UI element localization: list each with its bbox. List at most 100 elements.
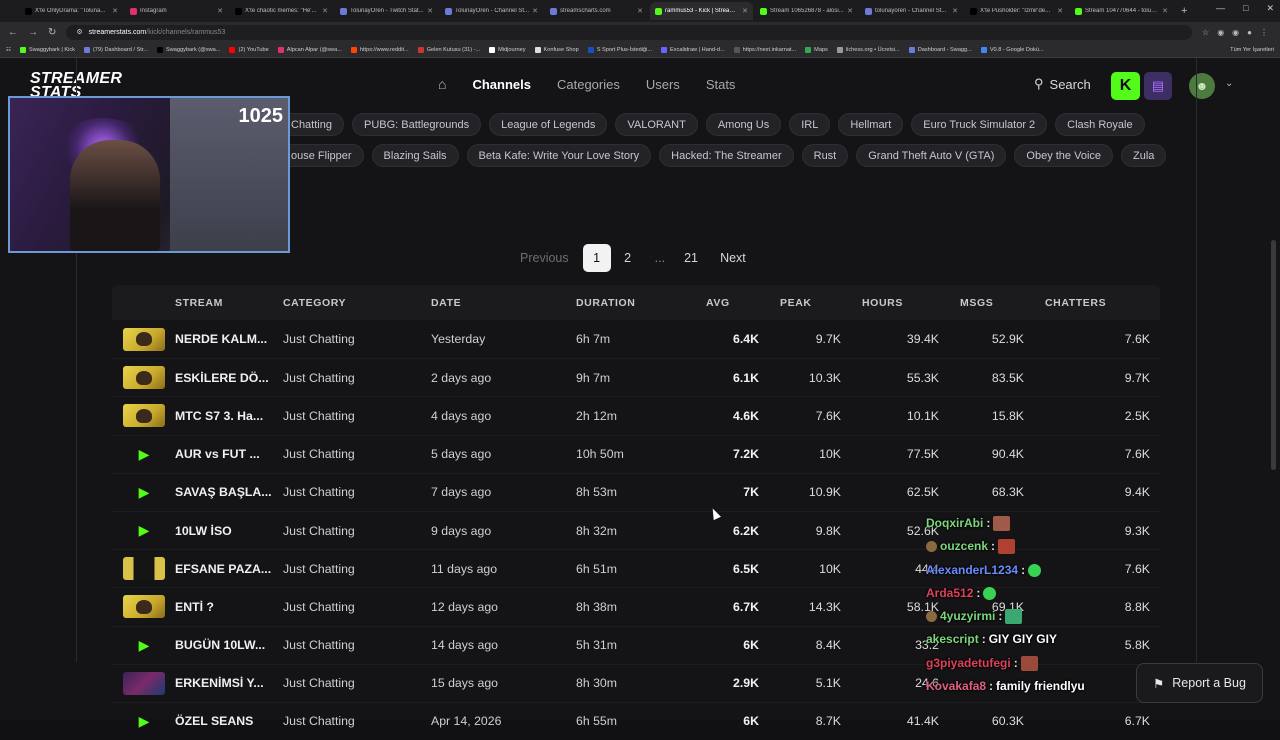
table-row[interactable]: ▶ BUGÜN 10LW... Just Chatting 14 days ago 5h… xyxy=(112,625,1160,664)
category-chip[interactable]: Hacked: The Streamer xyxy=(659,144,794,167)
tab-close-icon[interactable]: ✕ xyxy=(112,8,118,15)
all-bookmarks[interactable]: Tüm Yer İşaretleri xyxy=(1230,46,1274,53)
stream-thumbnail[interactable]: ▶ xyxy=(123,519,165,542)
bookmark-item[interactable]: S Sport Plus-İstediği... xyxy=(587,46,652,53)
browser-tab[interactable]: TolunayOren - Channel St... ✕ xyxy=(440,2,543,20)
bookmark-item[interactable]: Alpcan Alpar (@swa... xyxy=(277,46,342,53)
stream-thumbnail[interactable]: ▶ xyxy=(123,481,165,504)
forward-icon[interactable]: → xyxy=(28,26,38,38)
stream-category[interactable]: Just Chatting xyxy=(283,485,355,500)
bookmark-item[interactable]: Konfuse Shop xyxy=(534,46,579,53)
category-chip[interactable]: League of Legends xyxy=(489,113,608,136)
category-chip[interactable]: Obey the Voice xyxy=(1014,144,1114,167)
category-chip[interactable]: Clash Royale xyxy=(1055,113,1145,136)
bookmark-item[interactable]: Dashboard - Swagg... xyxy=(908,46,972,53)
browser-tab[interactable]: X'te OnlyDrama: "Toluna... ✕ xyxy=(20,2,123,20)
apps-icon[interactable]: ☷ xyxy=(6,46,12,53)
stream-category[interactable]: Just Chatting xyxy=(283,408,355,423)
stream-title[interactable]: ESKİLERE DÖ... xyxy=(175,370,269,385)
user-avatar[interactable]: ☻ xyxy=(1189,73,1215,99)
profile-icon[interactable]: ● xyxy=(1247,27,1252,37)
category-chip[interactable]: Chatting xyxy=(278,113,344,136)
browser-tab[interactable]: X'te Pusholder: "İzmir'de... ✕ xyxy=(965,2,1068,20)
browser-tab[interactable]: Stream 106526878 - alosi... ✕ xyxy=(755,2,858,20)
nav-users[interactable]: Users xyxy=(645,76,680,92)
stream-thumbnail[interactable] xyxy=(123,404,165,428)
pagination-next[interactable]: Next xyxy=(720,251,746,265)
tab-close-icon[interactable]: ✕ xyxy=(742,8,748,15)
category-chip[interactable]: Hellmart xyxy=(838,113,904,136)
table-row[interactable]: ▶ SAVAŞ BAŞLA... Just Chatting 7 days ago 8h… xyxy=(112,472,1160,511)
stream-thumbnail[interactable]: ▶ xyxy=(123,634,165,657)
stream-title[interactable]: AUR vs FUT ... xyxy=(175,447,260,462)
bookmark-item[interactable]: lichess.org • Ücretsi... xyxy=(836,46,900,53)
category-chip[interactable]: Beta Kafe: Write Your Love Story xyxy=(466,144,652,167)
stream-category[interactable]: Just Chatting xyxy=(283,599,355,614)
stream-thumbnail[interactable] xyxy=(123,366,165,390)
bookmark-item[interactable]: https://next.inkarnat... xyxy=(733,46,796,53)
reload-icon[interactable]: ↻ xyxy=(48,26,57,38)
col-stream[interactable]: STREAM xyxy=(175,296,223,309)
stream-title[interactable]: ÖZEL SEANS xyxy=(175,714,254,729)
home-icon[interactable]: ⌂ xyxy=(438,76,447,92)
category-chip[interactable]: Among Us xyxy=(705,113,782,136)
bookmark-item[interactable]: (79) Dashboard / Str... xyxy=(83,46,148,53)
col-chatters[interactable]: CHATTERS xyxy=(1045,296,1107,309)
category-chip[interactable]: Euro Truck Simulator 2 xyxy=(911,113,1048,136)
browser-tab[interactable]: X'te chaotic memes: "He'... ✕ xyxy=(230,2,333,20)
browser-tab[interactable]: rammus53 - Kick | Stream... ✕ xyxy=(650,2,753,20)
tab-close-icon[interactable]: ✕ xyxy=(217,8,223,15)
site-info-icon[interactable]: ⚙ xyxy=(76,29,83,36)
stream-category[interactable]: Just Chatting xyxy=(283,370,355,385)
tab-close-icon[interactable]: ✕ xyxy=(427,8,433,15)
col-category[interactable]: CATEGORY xyxy=(283,296,347,309)
category-chip[interactable]: Rust xyxy=(801,144,849,167)
table-row[interactable]: NERDE KALM... Just Chatting Yesterday 6h 7m… xyxy=(112,320,1160,358)
stream-category[interactable]: Just Chatting xyxy=(283,638,355,653)
stream-category[interactable]: Just Chatting xyxy=(283,447,355,462)
new-tab-icon[interactable]: + xyxy=(1181,5,1188,17)
stream-category[interactable]: Just Chatting xyxy=(283,523,355,538)
close-window-icon[interactable]: ✕ xyxy=(1266,3,1274,13)
bookmark-item[interactable]: (2) YouTube xyxy=(229,46,269,53)
tab-close-icon[interactable]: ✕ xyxy=(532,8,538,15)
stream-title[interactable]: NERDE KALM... xyxy=(175,332,268,347)
nav-categories[interactable]: Categories xyxy=(556,76,620,92)
stream-category[interactable]: Just Chatting xyxy=(283,561,355,576)
back-icon[interactable]: ← xyxy=(8,26,18,38)
browser-tab[interactable]: tolunayoren - Channel St... ✕ xyxy=(860,2,963,20)
kick-platform-button[interactable]: K xyxy=(1111,72,1140,100)
stream-title[interactable]: SAVAŞ BAŞLA... xyxy=(175,485,272,500)
stream-category[interactable]: Just Chatting xyxy=(283,332,355,347)
nav-stats[interactable]: Stats xyxy=(705,76,736,92)
twitch-platform-button[interactable]: ▤ xyxy=(1144,72,1172,100)
tab-close-icon[interactable]: ✕ xyxy=(322,8,328,15)
stream-title[interactable]: ENTİ ? xyxy=(175,599,214,614)
bookmark-item[interactable]: Gelen Kutusu (31) -... xyxy=(417,46,480,53)
tab-close-icon[interactable]: ✕ xyxy=(637,8,643,15)
table-row[interactable]: ▶ 10LW İSO Just Chatting 9 days ago 8h 32m 6.… xyxy=(112,510,1160,549)
table-row[interactable]: ESKİLERE DÖ... Just Chatting 2 days ago 9h … xyxy=(112,358,1160,396)
bookmark-item[interactable]: Swaggybark (@swa... xyxy=(156,46,220,53)
bookmark-item[interactable]: V0.8 - Google Dokü... xyxy=(980,46,1044,53)
category-chip[interactable]: IRL xyxy=(789,113,831,136)
bookmark-item[interactable]: Excalidraw | Hand-d... xyxy=(661,46,725,53)
browser-tab[interactable]: TolunayOren - Twitch Stat... ✕ xyxy=(335,2,438,20)
col-date[interactable]: DATE xyxy=(431,296,462,309)
stream-thumbnail[interactable]: ▶ xyxy=(123,710,165,733)
category-chip[interactable]: VALORANT xyxy=(615,113,698,136)
stream-title[interactable]: BUGÜN 10LW... xyxy=(175,638,266,653)
minimize-icon[interactable]: — xyxy=(1216,3,1226,13)
category-chip[interactable]: Grand Theft Auto V (GTA) xyxy=(856,144,1007,167)
stream-thumbnail[interactable] xyxy=(123,557,165,581)
tab-close-icon[interactable]: ✕ xyxy=(952,8,958,15)
tab-close-icon[interactable]: ✕ xyxy=(1162,8,1168,15)
bookmark-item[interactable]: https://www.reddit... xyxy=(350,46,409,53)
bookmark-item[interactable]: Swaggybark | Kick xyxy=(20,46,75,53)
pagination-page-2[interactable]: 2 xyxy=(624,251,632,265)
browser-tab[interactable]: Stream 104770644 - tolun... ✕ xyxy=(1070,2,1173,20)
pagination-page-last[interactable]: 21 xyxy=(684,251,699,265)
report-bug-button[interactable]: ⚑ Report a Bug xyxy=(1136,663,1263,703)
nav-channels[interactable]: Channels xyxy=(472,76,531,92)
page-scrollbar[interactable] xyxy=(1271,240,1276,470)
